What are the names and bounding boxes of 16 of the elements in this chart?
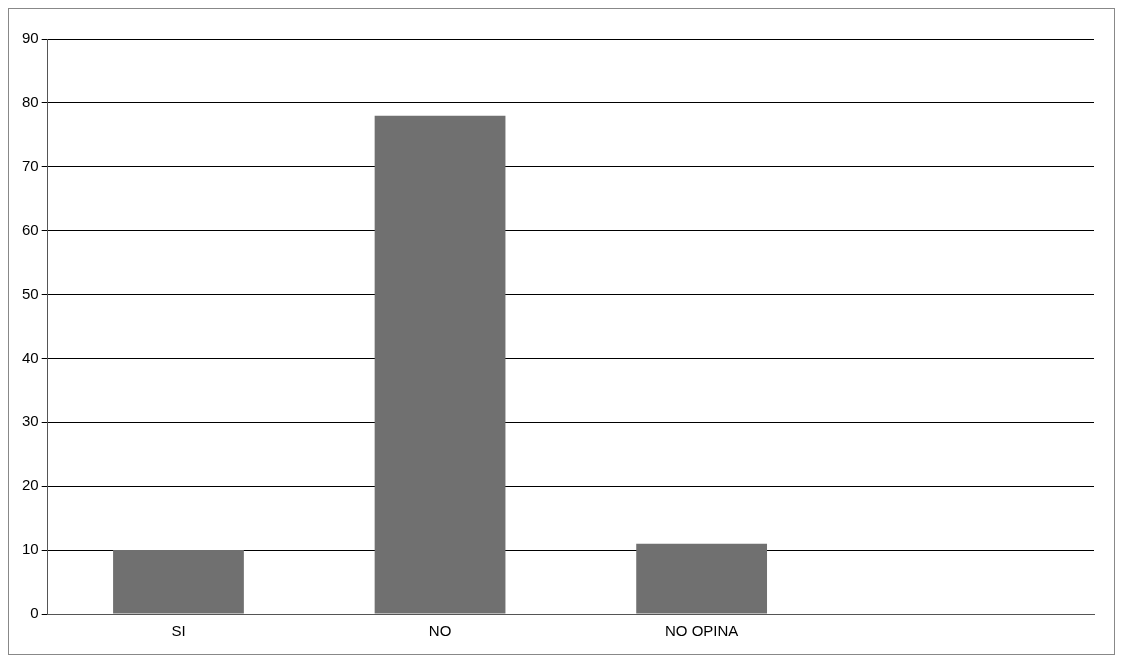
- bar: [636, 543, 768, 614]
- y-tick-label: 80: [22, 93, 39, 111]
- y-tick-label: 0: [30, 604, 39, 622]
- y-tick-label: 30: [22, 412, 39, 430]
- y-tick-label: 90: [22, 29, 39, 47]
- x-tick-label: SI: [171, 622, 186, 640]
- x-tick-label: NO OPINA: [664, 622, 739, 640]
- y-tick-label: 60: [22, 220, 39, 238]
- bar: [113, 550, 244, 614]
- x-tick-label: NO: [428, 622, 452, 640]
- y-tick-label: 50: [22, 284, 39, 302]
- y-tick-label: 40: [22, 348, 39, 366]
- y-tick-label: 70: [22, 156, 39, 174]
- y-tick-label: 20: [22, 476, 39, 494]
- bar: [374, 115, 506, 614]
- y-tick-label: 10: [22, 540, 39, 558]
